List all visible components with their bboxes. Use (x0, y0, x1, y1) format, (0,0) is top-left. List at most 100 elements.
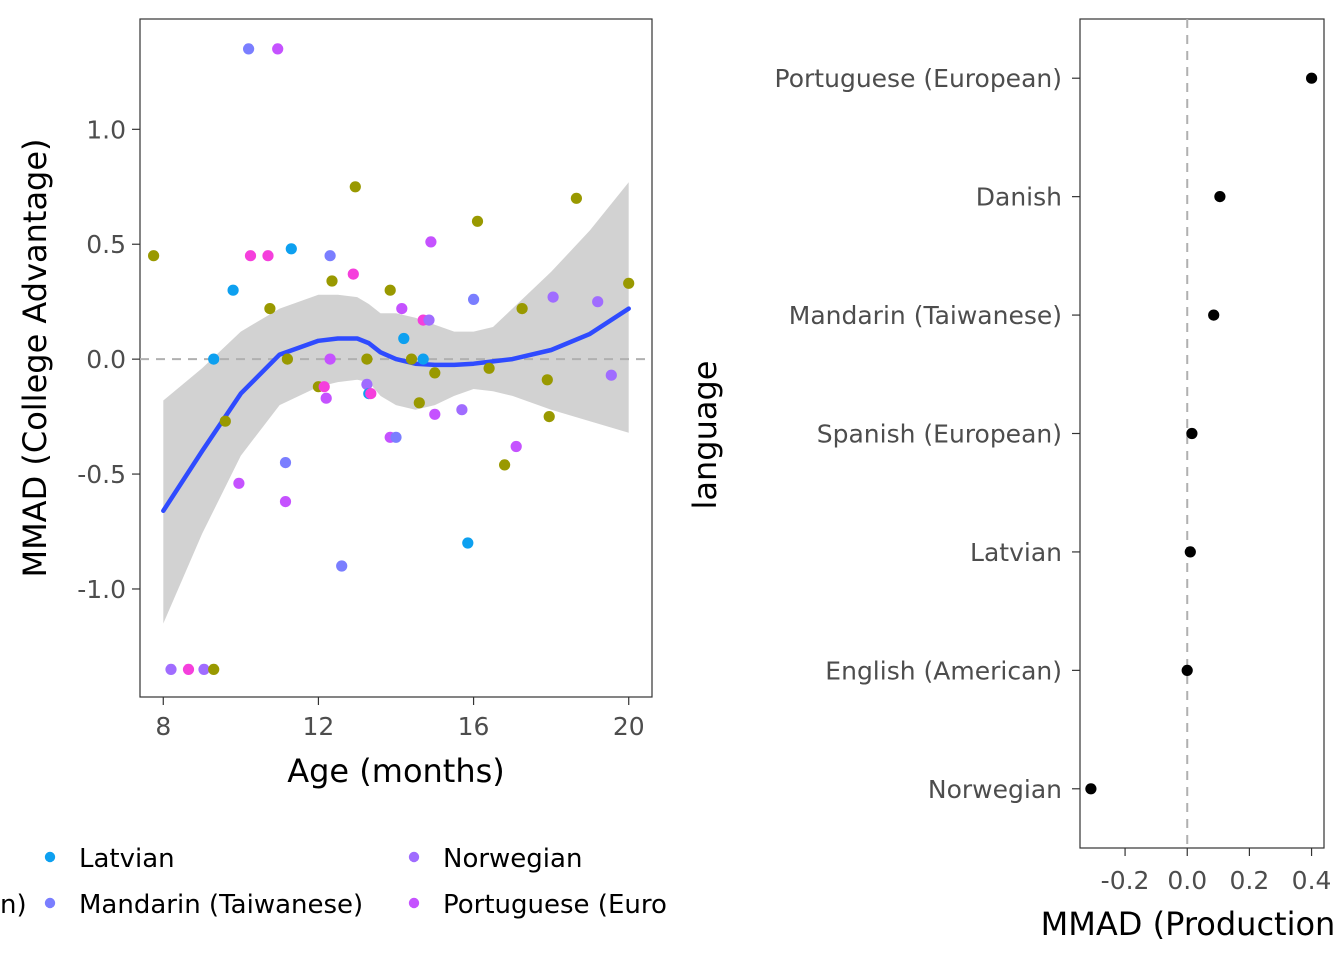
data-point (516, 303, 528, 315)
data-point (279, 496, 292, 508)
left-x-axis-title: Age (months) (287, 752, 505, 790)
data-point (347, 268, 359, 280)
left-chart-panel: 8 12 16 20 1.0 0.5 0.0 -0.5 -1.0 Age (months) MM… (16, 18, 653, 790)
y-tick-label: -0.5 (77, 460, 126, 489)
data-point (281, 353, 293, 365)
category-label: Norwegian (928, 775, 1062, 804)
data-point (361, 378, 373, 390)
category-label: Danish (976, 183, 1062, 212)
data-point (208, 663, 220, 676)
data-point (272, 43, 284, 55)
data-point (227, 284, 239, 296)
right-chart-panel: Portuguese (European) Danish Mandarin (Tai… (686, 18, 1336, 943)
legend-label-latvian: Latvian (79, 844, 175, 874)
data-point (384, 284, 396, 296)
smooth-trend-line (161, 306, 631, 514)
legend-label-mandarin: Mandarin (Taiwanese) (79, 890, 363, 920)
data-point (592, 296, 604, 308)
data-point (349, 181, 361, 193)
x-tick-label: -0.2 (1101, 866, 1150, 895)
legend: n) Latvian Mandarin (Taiwanese) Norwegia… (0, 844, 667, 920)
data-point (1085, 783, 1097, 795)
data-point (219, 415, 231, 427)
right-x-axis-title: MMAD (Production (1041, 905, 1336, 943)
x-tick-label: 16 (458, 712, 490, 741)
data-point (208, 353, 220, 365)
x-tick-label: 8 (155, 712, 171, 741)
right-plot-border (1079, 18, 1325, 849)
data-point (1186, 427, 1198, 440)
data-point (318, 381, 330, 393)
data-point (244, 250, 257, 262)
data-point (1214, 191, 1226, 203)
category-label: Portuguese (European) (775, 64, 1062, 93)
data-point (429, 367, 441, 379)
data-point (1181, 664, 1193, 677)
data-point (456, 404, 468, 416)
data-point (336, 560, 348, 572)
data-point (429, 408, 441, 420)
category-label: Spanish (European) (817, 420, 1062, 449)
data-point (510, 440, 522, 453)
data-point (243, 43, 255, 55)
data-point (165, 663, 177, 676)
data-point (148, 250, 160, 262)
legend-label-portuguese: Portuguese (Euro (443, 890, 667, 920)
data-point (547, 291, 559, 303)
data-point (1306, 72, 1318, 84)
y-tick-label: 1.0 (86, 115, 126, 144)
data-point (1208, 309, 1220, 321)
legend-label-norwegian: Norwegian (443, 844, 582, 874)
data-point (324, 250, 336, 262)
data-point (541, 374, 553, 386)
data-point (570, 192, 583, 204)
x-tick-label: 20 (613, 712, 645, 741)
data-point (182, 663, 195, 676)
data-point (1184, 546, 1196, 558)
category-label: Mandarin (Taiwanese) (789, 301, 1062, 330)
x-tick-label: 0.0 (1167, 866, 1207, 895)
legend-key-latvian (44, 851, 56, 863)
data-point (623, 277, 635, 289)
left-y-axis-title: MMAD (College Advantage) (16, 138, 54, 577)
data-point (499, 459, 511, 471)
data-point (462, 537, 474, 549)
data-point (365, 388, 377, 400)
data-point (198, 663, 210, 676)
y-tick-label: -1.0 (77, 575, 126, 604)
data-point (405, 353, 418, 365)
data-point (361, 353, 373, 365)
data-point (423, 314, 435, 326)
data-point (425, 236, 437, 248)
legend-key-norwegian (408, 851, 420, 863)
data-point (398, 332, 410, 345)
data-point (543, 411, 555, 423)
confidence-ribbon (163, 182, 629, 624)
x-tick-label: 0.4 (1292, 866, 1332, 895)
legend-key-mandarin (44, 897, 56, 909)
data-point (262, 250, 274, 262)
data-point (471, 215, 484, 227)
data-point (320, 392, 332, 404)
data-point (483, 362, 495, 374)
category-label: Latvian (970, 538, 1062, 567)
data-point (605, 369, 617, 381)
data-point (279, 457, 292, 469)
legend-key-portuguese (408, 897, 420, 909)
data-point (285, 243, 297, 255)
data-point (396, 303, 408, 315)
data-point (264, 303, 276, 315)
data-point (417, 353, 429, 365)
data-point (233, 477, 245, 489)
x-tick-label: 0.2 (1230, 866, 1270, 895)
data-point (324, 353, 336, 365)
y-tick-label: 0.0 (86, 345, 126, 374)
data-point (468, 293, 480, 305)
y-tick-label: 0.5 (86, 230, 126, 259)
x-tick-label: 12 (303, 712, 335, 741)
category-label: English (American) (825, 656, 1062, 685)
data-point (326, 275, 338, 287)
legend-label-cut: n) (0, 890, 27, 920)
data-point (413, 397, 425, 409)
data-point (390, 431, 402, 443)
